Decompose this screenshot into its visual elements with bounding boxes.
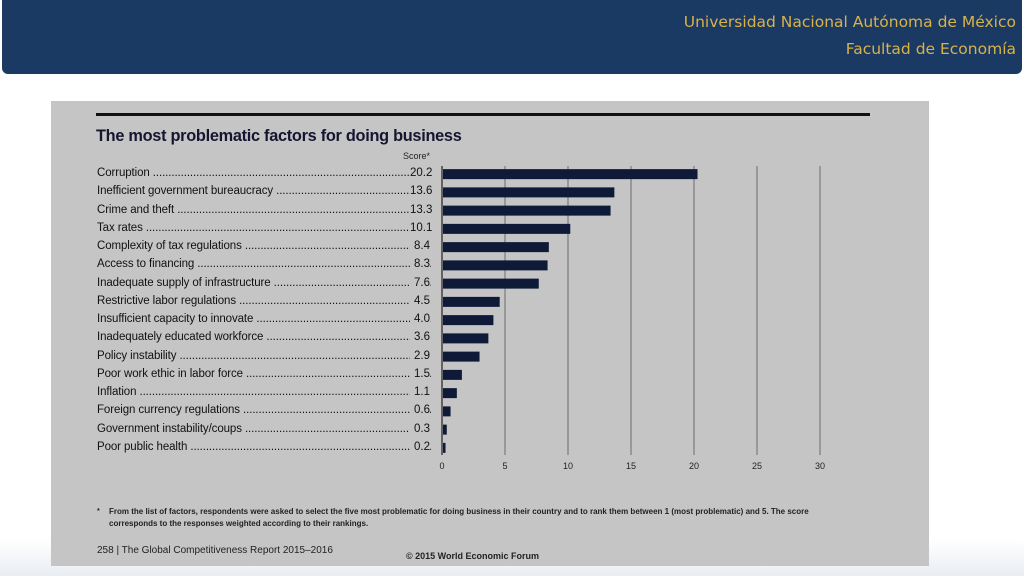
x-tick-label: 5 xyxy=(502,461,507,471)
bar xyxy=(443,388,457,399)
score-axis-label: Score* xyxy=(403,151,431,161)
value-label: 4.5 xyxy=(410,294,430,307)
bar xyxy=(443,406,451,417)
value-label: 7.6 xyxy=(410,276,430,289)
title-rule xyxy=(96,113,870,116)
category-label: Government instability/coups ...........… xyxy=(97,422,431,435)
bar xyxy=(443,442,446,453)
category-label: Restrictive labor regulations ..........… xyxy=(97,294,431,307)
category-label: Policy instability .....................… xyxy=(97,349,431,362)
category-label: Poor work ethic in labor force .........… xyxy=(97,367,431,380)
report-figure: The most problematic factors for doing b… xyxy=(51,101,929,566)
value-label: 20.2 xyxy=(410,167,433,180)
chart-bars xyxy=(443,169,698,453)
category-label: Access to financing ....................… xyxy=(97,258,431,271)
value-label: 3.6 xyxy=(410,331,430,344)
category-label: Inadequate supply of infrastructure ....… xyxy=(97,276,431,289)
bar-chart: 0 5 10 15 20 25 30 xyxy=(439,166,825,471)
bar xyxy=(443,169,698,180)
value-label: 2.9 xyxy=(410,349,430,362)
value-label: 1.1 xyxy=(410,386,430,399)
x-tick-label: 15 xyxy=(626,461,636,471)
value-label: 8.4 xyxy=(410,240,430,253)
x-tick-label: 0 xyxy=(439,461,444,471)
page-reference: 258 | The Global Competitiveness Report … xyxy=(97,545,333,556)
value-label: 0.6 xyxy=(410,404,430,417)
value-label: 13.3 xyxy=(410,203,433,216)
bar xyxy=(443,315,494,326)
category-label: Insufficient capacity to innovate ......… xyxy=(97,313,431,326)
value-label: 0.2 xyxy=(410,440,430,453)
category-label: Tax rates ..............................… xyxy=(97,221,431,234)
slide-header: Universidad Nacional Autónoma de México … xyxy=(2,0,1022,74)
value-label: 13.6 xyxy=(410,185,433,198)
category-label: Complexity of tax regulations ..........… xyxy=(97,240,431,253)
bar xyxy=(443,333,489,344)
bar xyxy=(443,242,549,253)
category-label: Crime and theft ........................… xyxy=(97,203,431,216)
copyright: © 2015 World Economic Forum xyxy=(406,551,539,561)
x-tick-label: 25 xyxy=(752,461,762,471)
chart-title: The most problematic factors for doing b… xyxy=(96,126,462,145)
bar xyxy=(443,187,615,198)
x-tick-label: 20 xyxy=(689,461,699,471)
category-label: Inefficient government bureaucracy .....… xyxy=(97,185,431,198)
bar xyxy=(443,369,462,380)
faculty-name: Facultad de Economía xyxy=(845,40,1016,58)
bar xyxy=(443,205,611,216)
value-label: 8.3 xyxy=(410,258,430,271)
category-label: Inflation ..............................… xyxy=(97,386,431,399)
bar xyxy=(443,223,571,234)
category-label: Corruption .............................… xyxy=(97,167,431,180)
bar xyxy=(443,278,539,289)
category-label: Inadequately educated workforce ........… xyxy=(97,331,431,344)
bar xyxy=(443,424,447,435)
x-tick-label: 30 xyxy=(815,461,825,471)
bar xyxy=(443,351,480,362)
value-label: 0.3 xyxy=(410,422,430,435)
bar xyxy=(443,260,548,271)
university-name: Universidad Nacional Autónoma de México xyxy=(683,13,1016,31)
bar xyxy=(443,296,500,307)
value-label: 1.5 xyxy=(410,367,430,380)
value-label: 4.0 xyxy=(410,313,430,326)
footnote-mark: * xyxy=(97,508,100,515)
value-label: 10.1 xyxy=(410,221,433,234)
chart-tick-labels: 0 5 10 15 20 25 30 xyxy=(439,461,825,471)
x-tick-label: 10 xyxy=(563,461,573,471)
footnote: From the list of factors, respondents we… xyxy=(109,507,809,528)
category-label: Poor public health .....................… xyxy=(97,440,431,453)
category-label: Foreign currency regulations ...........… xyxy=(97,404,431,417)
